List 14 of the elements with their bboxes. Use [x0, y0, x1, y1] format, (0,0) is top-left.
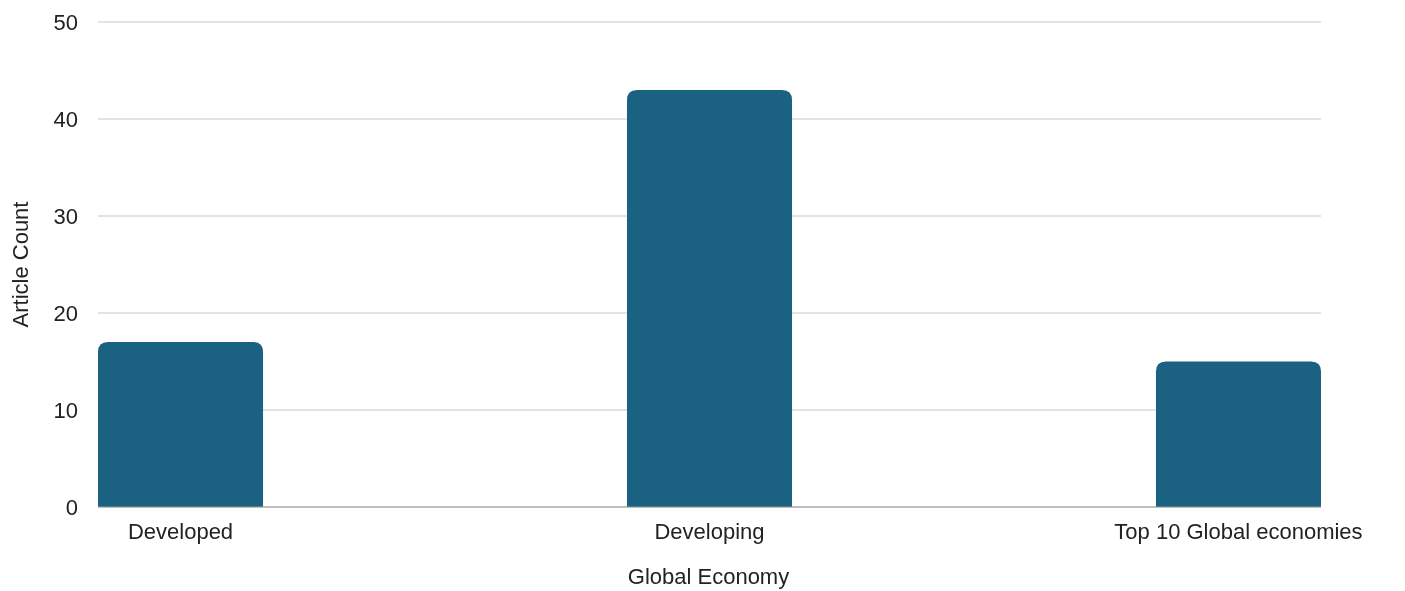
x-tick-label: Developing	[654, 519, 765, 544]
y-axis-title: Article Count	[8, 201, 33, 328]
y-tick-label: 30	[53, 203, 78, 229]
y-tick-label: 40	[53, 106, 78, 132]
x-tick-label: Developed	[127, 519, 234, 544]
y-tick-label: 0	[65, 494, 78, 520]
bar	[626, 89, 793, 507]
bar	[98, 342, 264, 507]
x-tick-label: Top 10 Global economies	[1114, 519, 1363, 544]
x-axis-title: Global Economy	[627, 564, 790, 589]
y-tick-label: 20	[53, 300, 78, 326]
bar	[1155, 361, 1321, 507]
y-tick-label: 10	[53, 397, 78, 423]
y-tick-label: 50	[53, 9, 78, 35]
